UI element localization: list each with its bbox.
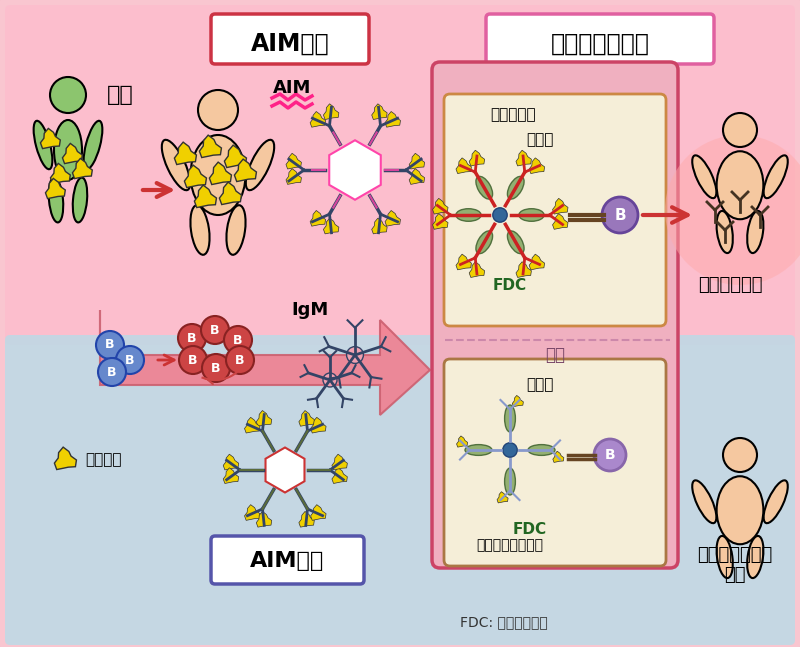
Text: FDC: FDC	[493, 278, 527, 292]
Ellipse shape	[476, 177, 493, 199]
Ellipse shape	[190, 135, 246, 215]
Ellipse shape	[49, 177, 63, 223]
Text: 脾臓: 脾臓	[545, 346, 565, 364]
Circle shape	[116, 346, 144, 374]
Ellipse shape	[246, 140, 274, 190]
Text: AIM: AIM	[273, 79, 311, 97]
Polygon shape	[457, 436, 467, 447]
Polygon shape	[372, 218, 387, 234]
Polygon shape	[409, 169, 425, 184]
Polygon shape	[266, 448, 305, 492]
Text: B: B	[605, 448, 615, 462]
Polygon shape	[332, 468, 347, 483]
Polygon shape	[299, 512, 314, 527]
Circle shape	[226, 346, 254, 374]
Polygon shape	[433, 214, 448, 229]
Ellipse shape	[190, 205, 210, 255]
Polygon shape	[223, 468, 238, 483]
Polygon shape	[50, 164, 70, 184]
Circle shape	[723, 438, 757, 472]
Polygon shape	[245, 417, 260, 433]
Polygon shape	[54, 447, 77, 470]
FancyBboxPatch shape	[211, 14, 369, 64]
Polygon shape	[385, 111, 401, 127]
Circle shape	[178, 324, 206, 352]
Text: 胚中心: 胚中心	[526, 377, 554, 393]
Polygon shape	[323, 218, 339, 234]
Ellipse shape	[456, 209, 481, 221]
Text: 自己抗体の産生: 自己抗体の産生	[550, 32, 650, 56]
Polygon shape	[100, 310, 430, 415]
Polygon shape	[553, 214, 568, 229]
Ellipse shape	[507, 177, 524, 199]
Ellipse shape	[226, 205, 246, 255]
Circle shape	[723, 113, 757, 147]
Ellipse shape	[764, 155, 788, 198]
Ellipse shape	[747, 211, 763, 253]
Ellipse shape	[34, 121, 52, 170]
Circle shape	[493, 208, 507, 222]
Polygon shape	[62, 144, 82, 164]
FancyBboxPatch shape	[5, 335, 795, 645]
Polygon shape	[332, 454, 347, 470]
Polygon shape	[497, 492, 508, 503]
Text: B: B	[235, 353, 245, 366]
Ellipse shape	[717, 211, 733, 253]
Polygon shape	[219, 182, 242, 204]
FancyBboxPatch shape	[486, 14, 714, 64]
Polygon shape	[512, 395, 523, 406]
Polygon shape	[256, 512, 272, 527]
Circle shape	[503, 443, 518, 457]
Circle shape	[98, 358, 126, 386]
Polygon shape	[409, 153, 425, 169]
Polygon shape	[553, 199, 568, 214]
Ellipse shape	[476, 231, 493, 254]
Ellipse shape	[692, 480, 716, 523]
Ellipse shape	[54, 120, 82, 180]
Polygon shape	[433, 199, 448, 214]
Polygon shape	[73, 159, 92, 179]
FancyBboxPatch shape	[444, 359, 666, 566]
Polygon shape	[286, 169, 302, 184]
Ellipse shape	[162, 140, 190, 190]
Polygon shape	[299, 411, 314, 426]
Polygon shape	[286, 153, 302, 169]
Text: B: B	[126, 353, 134, 366]
Circle shape	[224, 326, 252, 354]
Text: B: B	[187, 331, 197, 344]
Text: AIMなし: AIMなし	[250, 551, 324, 571]
Circle shape	[323, 373, 337, 387]
Circle shape	[96, 331, 124, 359]
Ellipse shape	[764, 480, 788, 523]
FancyBboxPatch shape	[444, 94, 666, 326]
Polygon shape	[469, 262, 485, 278]
Ellipse shape	[505, 468, 515, 495]
Polygon shape	[234, 159, 257, 182]
Polygon shape	[199, 135, 222, 158]
Circle shape	[202, 354, 230, 382]
Polygon shape	[372, 104, 387, 120]
Ellipse shape	[717, 476, 763, 544]
Polygon shape	[223, 454, 238, 470]
Polygon shape	[310, 417, 326, 433]
FancyBboxPatch shape	[211, 536, 364, 584]
Polygon shape	[529, 158, 545, 173]
Polygon shape	[553, 451, 564, 463]
Ellipse shape	[692, 155, 716, 198]
Ellipse shape	[73, 177, 87, 223]
Text: 肥満: 肥満	[106, 85, 134, 105]
Text: B: B	[234, 333, 242, 347]
Text: 親和性成熟: 親和性成熟	[490, 107, 536, 122]
Ellipse shape	[519, 209, 544, 221]
FancyBboxPatch shape	[432, 62, 678, 568]
Ellipse shape	[747, 536, 763, 578]
FancyBboxPatch shape	[5, 5, 795, 345]
Polygon shape	[46, 179, 66, 199]
Polygon shape	[330, 140, 381, 200]
Polygon shape	[469, 150, 485, 166]
Text: B: B	[211, 362, 221, 375]
Ellipse shape	[465, 444, 492, 455]
Polygon shape	[310, 505, 326, 520]
Ellipse shape	[717, 536, 733, 578]
